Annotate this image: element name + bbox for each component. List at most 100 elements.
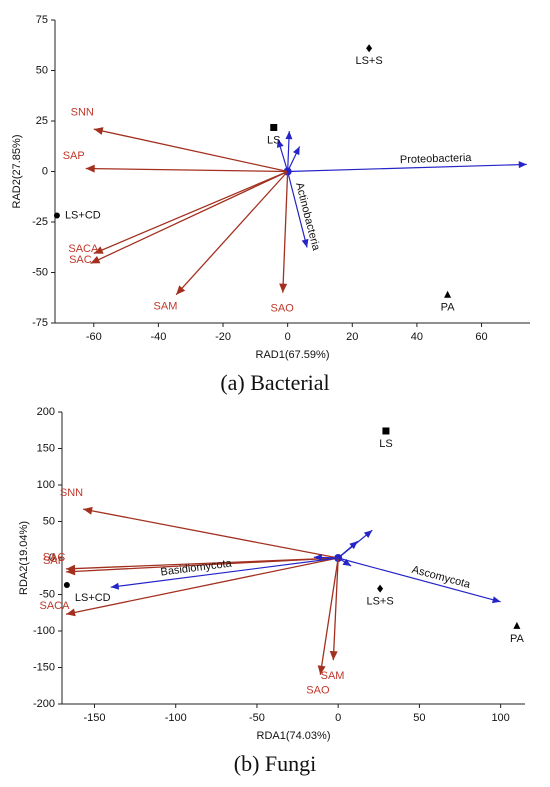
sample-point bbox=[270, 123, 278, 131]
y-tick-label: -200 bbox=[33, 698, 55, 710]
env-arrow bbox=[66, 557, 339, 573]
y-tick-label: -75 bbox=[32, 317, 48, 329]
env-arrow bbox=[319, 557, 339, 675]
y-tick-label: 100 bbox=[37, 479, 55, 491]
env-label: SAP bbox=[43, 555, 65, 567]
x-tick-label: -20 bbox=[215, 331, 231, 343]
species-label: Proteobacteria bbox=[400, 152, 473, 166]
sample-point bbox=[382, 427, 390, 435]
sample-point bbox=[377, 584, 384, 593]
species-arrow-head bbox=[363, 530, 373, 539]
sample-point bbox=[63, 582, 70, 589]
env-arrow bbox=[65, 557, 339, 615]
y-tick-label: -100 bbox=[33, 625, 55, 637]
species-arrow-head bbox=[342, 558, 352, 567]
species-arrow-head bbox=[518, 161, 527, 169]
y-tick-label: 0 bbox=[49, 552, 55, 564]
x-tick-label: -150 bbox=[83, 712, 105, 724]
env-arrow bbox=[93, 128, 288, 173]
env-label: SACA bbox=[39, 600, 70, 612]
env-label: SNN bbox=[60, 487, 83, 499]
y-tick-label: -25 bbox=[32, 216, 48, 228]
env-label: SAP bbox=[63, 150, 85, 162]
species-arrow-head bbox=[293, 146, 300, 156]
y-tick-label: 75 bbox=[36, 14, 48, 26]
env-label: SNN bbox=[71, 107, 94, 119]
env-arrow bbox=[90, 170, 288, 264]
env-arrow-head bbox=[317, 665, 326, 675]
species-arrow-head bbox=[285, 131, 293, 140]
env-label: SAO bbox=[306, 685, 330, 697]
y-tick-label: 150 bbox=[37, 442, 55, 454]
sample-label: LS+S bbox=[355, 55, 382, 67]
y-tick-label: 50 bbox=[43, 515, 55, 527]
species-arrow bbox=[110, 557, 339, 588]
x-axis-label: RDA1(74.03%) bbox=[257, 730, 331, 742]
env-arrow bbox=[282, 171, 289, 293]
species-label: Ascomycota bbox=[411, 564, 473, 591]
y-tick-label: 50 bbox=[36, 64, 48, 76]
y-axis-label: RAD2(27.85%) bbox=[11, 135, 23, 209]
species-arrow bbox=[287, 171, 308, 248]
y-tick-label: -50 bbox=[39, 588, 55, 600]
env-arrow bbox=[175, 171, 289, 296]
x-tick-label: 0 bbox=[285, 331, 291, 343]
env-arrow-head bbox=[66, 608, 76, 617]
sample-point bbox=[366, 44, 373, 53]
env-arrow-head bbox=[176, 285, 186, 295]
x-tick-label: -40 bbox=[150, 331, 166, 343]
env-label: SACA bbox=[68, 243, 99, 255]
species-arrow-head bbox=[349, 541, 358, 550]
env-arrow-head bbox=[85, 164, 95, 173]
env-label: SAC bbox=[43, 552, 66, 564]
y-tick-label: 25 bbox=[36, 115, 48, 127]
sample-label: LS+CD bbox=[65, 209, 101, 221]
y-tick-label: -150 bbox=[33, 661, 55, 673]
sample-point bbox=[444, 290, 452, 298]
sample-label: LS bbox=[379, 438, 392, 450]
x-tick-label: 100 bbox=[491, 712, 509, 724]
env-arrow bbox=[82, 508, 339, 559]
species-arrow-head bbox=[313, 554, 322, 562]
y-axis-label: RDA2(19.04%) bbox=[18, 521, 30, 595]
species-label: Basidiomycota bbox=[160, 557, 233, 578]
species-arrow-head bbox=[491, 596, 501, 604]
sample-point bbox=[513, 621, 521, 629]
caption: (b) Fungi bbox=[234, 751, 317, 776]
x-tick-label: 20 bbox=[346, 331, 358, 343]
env-label: SAC bbox=[69, 254, 92, 266]
env-arrow-head bbox=[83, 506, 93, 515]
x-tick-label: 60 bbox=[475, 331, 487, 343]
env-arrow bbox=[332, 557, 339, 661]
species-arrow bbox=[338, 557, 501, 603]
sample-label: LS bbox=[267, 134, 280, 146]
env-arrow-head bbox=[329, 651, 338, 661]
species-arrow-head bbox=[301, 238, 309, 248]
species-arrow-head bbox=[110, 582, 120, 590]
x-tick-label: 50 bbox=[413, 712, 425, 724]
env-label: SAO bbox=[271, 303, 295, 315]
x-tick-label: 40 bbox=[411, 331, 423, 343]
env-arrow-head bbox=[93, 246, 104, 254]
sample-label: PA bbox=[510, 633, 525, 645]
env-arrow bbox=[93, 170, 288, 255]
species-arrow-head bbox=[276, 139, 284, 148]
env-arrow-head bbox=[90, 255, 101, 264]
sample-label: LS+S bbox=[366, 596, 393, 608]
y-tick-label: 0 bbox=[42, 165, 48, 177]
sample-label: PA bbox=[441, 302, 456, 314]
env-arrow bbox=[85, 167, 288, 173]
env-label: SAM bbox=[154, 300, 178, 312]
env-label: SAM bbox=[321, 670, 345, 682]
sample-point bbox=[53, 212, 60, 219]
y-tick-label: -50 bbox=[32, 266, 48, 278]
x-tick-label: 0 bbox=[335, 712, 341, 724]
caption: (a) Bacterial bbox=[220, 370, 329, 395]
x-axis-label: RAD1(67.59%) bbox=[256, 349, 330, 361]
env-arrow-head bbox=[279, 283, 288, 293]
x-tick-label: -60 bbox=[86, 331, 102, 343]
env-arrow-head bbox=[66, 567, 76, 576]
env-arrow-head bbox=[93, 127, 104, 135]
x-tick-label: -50 bbox=[249, 712, 265, 724]
